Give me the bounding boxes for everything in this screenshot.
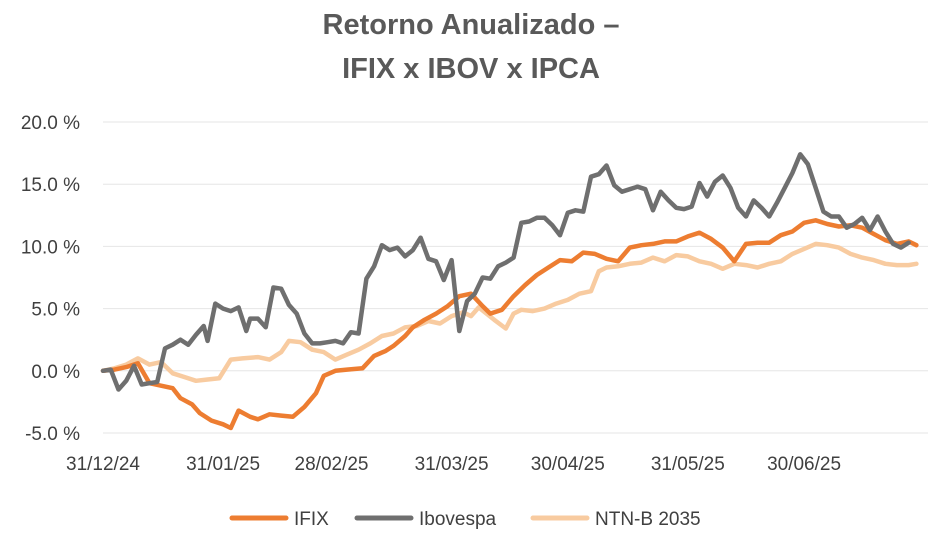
series-lines (100, 152, 919, 431)
legend: IFIX Ibovespa NTN-B 2035 (229, 509, 701, 530)
x-axis-ticks: 31/12/24 31/01/25 28/02/25 31/03/25 30/04/25… (66, 454, 841, 475)
x-tick-label: 28/02/25 (295, 454, 369, 475)
chart-title: Retorno Anualizado – (323, 9, 620, 41)
x-tick-label: 31/01/25 (186, 454, 260, 475)
legend-label: Ibovespa (419, 509, 497, 530)
x-tick-label: 30/06/25 (767, 454, 841, 475)
legend-label: NTN-B 2035 (595, 509, 701, 530)
y-tick-label: -5.0 % (25, 424, 80, 445)
series-line-ifix (100, 218, 919, 431)
y-axis-ticks: 20.0 % 15.0 % 10.0 % 5.0 % 0.0 % -5.0 % (21, 113, 80, 445)
y-tick-label: 0.0 % (31, 362, 80, 383)
x-tick-label: 31/05/25 (651, 454, 725, 475)
x-tick-label: 31/03/25 (415, 454, 489, 475)
gridlines (103, 121, 928, 434)
x-tick-label: 30/04/25 (531, 454, 605, 475)
y-tick-label: 5.0 % (31, 300, 80, 321)
x-tick-label: 31/12/24 (66, 454, 140, 475)
y-tick-label: 10.0 % (21, 237, 80, 258)
chart-subtitle: IFIX x IBOV x IPCA (342, 53, 600, 85)
series-line-ntn-b-2035 (100, 241, 919, 384)
y-tick-label: 20.0 % (21, 113, 80, 134)
legend-label: IFIX (294, 509, 329, 530)
series-line-ibovespa (100, 152, 911, 392)
y-tick-label: 15.0 % (21, 175, 80, 196)
